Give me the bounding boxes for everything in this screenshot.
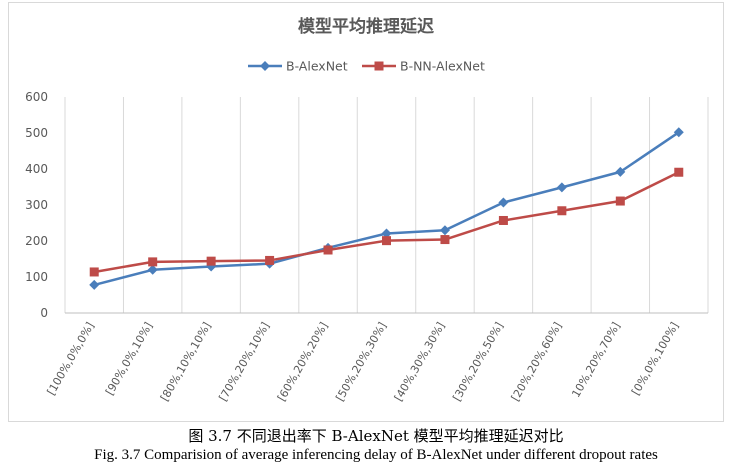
data-point-b-nn-alexnet <box>557 206 567 216</box>
x-axis: [100%,0%,0%] [90%,0%,10%] [80%,10%,10%] [70… <box>45 320 682 404</box>
data-point-b-nn-alexnet <box>382 236 391 246</box>
legend-marker-b-alexnet <box>260 61 270 71</box>
x-tick-label: [90%,0%,10%] <box>103 320 155 397</box>
legend-label-b-alexnet: B-AlexNet <box>286 59 348 74</box>
figure-caption-chinese: 图 3.7 不同退出率下 B-AlexNet 模型平均推理延迟对比 <box>188 427 564 445</box>
x-tick-label: [30%,20%,50%] <box>450 320 506 404</box>
data-point-b-alexnet <box>615 166 626 177</box>
legend: B-AlexNet B-NN-AlexNet <box>248 59 485 74</box>
chart-title: 模型平均推理延迟 <box>298 16 434 37</box>
chart-frame <box>8 2 724 422</box>
x-tick-label: [80%,10%,10%] <box>158 320 214 404</box>
data-point-b-nn-alexnet <box>498 215 508 225</box>
y-tick-label: 400 <box>25 162 48 176</box>
y-tick-label: 600 <box>25 90 48 104</box>
data-point-b-nn-alexnet <box>206 256 216 266</box>
y-tick-label: 200 <box>25 234 48 248</box>
x-tick-label: [100%,0%,0%] <box>45 320 97 397</box>
series-layer <box>89 127 684 290</box>
data-point-b-alexnet <box>673 127 684 138</box>
data-point-b-alexnet <box>381 228 392 239</box>
x-tick-label: [50%,20%,30%] <box>333 320 389 404</box>
data-point-b-nn-alexnet <box>615 196 625 206</box>
x-tick-label: [20%,20%,60%] <box>509 320 565 404</box>
data-point-b-alexnet <box>147 264 158 275</box>
data-point-b-alexnet <box>89 279 100 290</box>
x-tick-label: [0%,0%,100%] <box>629 320 681 397</box>
data-point-b-nn-alexnet <box>265 255 275 265</box>
data-point-b-nn-alexnet <box>89 267 99 277</box>
y-tick-label: 500 <box>25 126 48 140</box>
x-tick-label: [70%,20%,10%] <box>216 320 272 404</box>
data-point-b-alexnet <box>556 182 567 193</box>
data-point-b-nn-alexnet <box>323 245 333 255</box>
data-point-b-nn-alexnet <box>674 167 684 177</box>
data-point-b-alexnet <box>439 225 450 236</box>
line-chart: 模型平均推理延迟 B-AlexNet B-NN-AlexNet 0 100 200 30… <box>25 16 709 404</box>
legend-marker-b-nn-alexnet <box>374 61 384 71</box>
y-tick-label: 100 <box>25 270 48 284</box>
legend-label-b-nn-alexnet: B-NN-AlexNet <box>400 59 485 74</box>
y-axis: 0 100 200 300 400 500 600 <box>25 90 48 320</box>
x-tick-label: 10%,20%,70%] <box>569 320 623 400</box>
grid <box>64 97 709 314</box>
y-tick-label: 300 <box>25 198 48 212</box>
data-point-b-alexnet <box>498 197 509 208</box>
x-tick-label: [40%,30%,30%] <box>392 320 448 404</box>
x-tick-label: [60%,20%,20%] <box>275 320 331 404</box>
y-tick-label: 0 <box>40 306 48 320</box>
data-point-b-nn-alexnet <box>440 235 450 245</box>
figure-caption-english: Fig. 3.7 Comparision of average inferenc… <box>94 447 658 463</box>
data-point-b-nn-alexnet <box>148 257 158 267</box>
